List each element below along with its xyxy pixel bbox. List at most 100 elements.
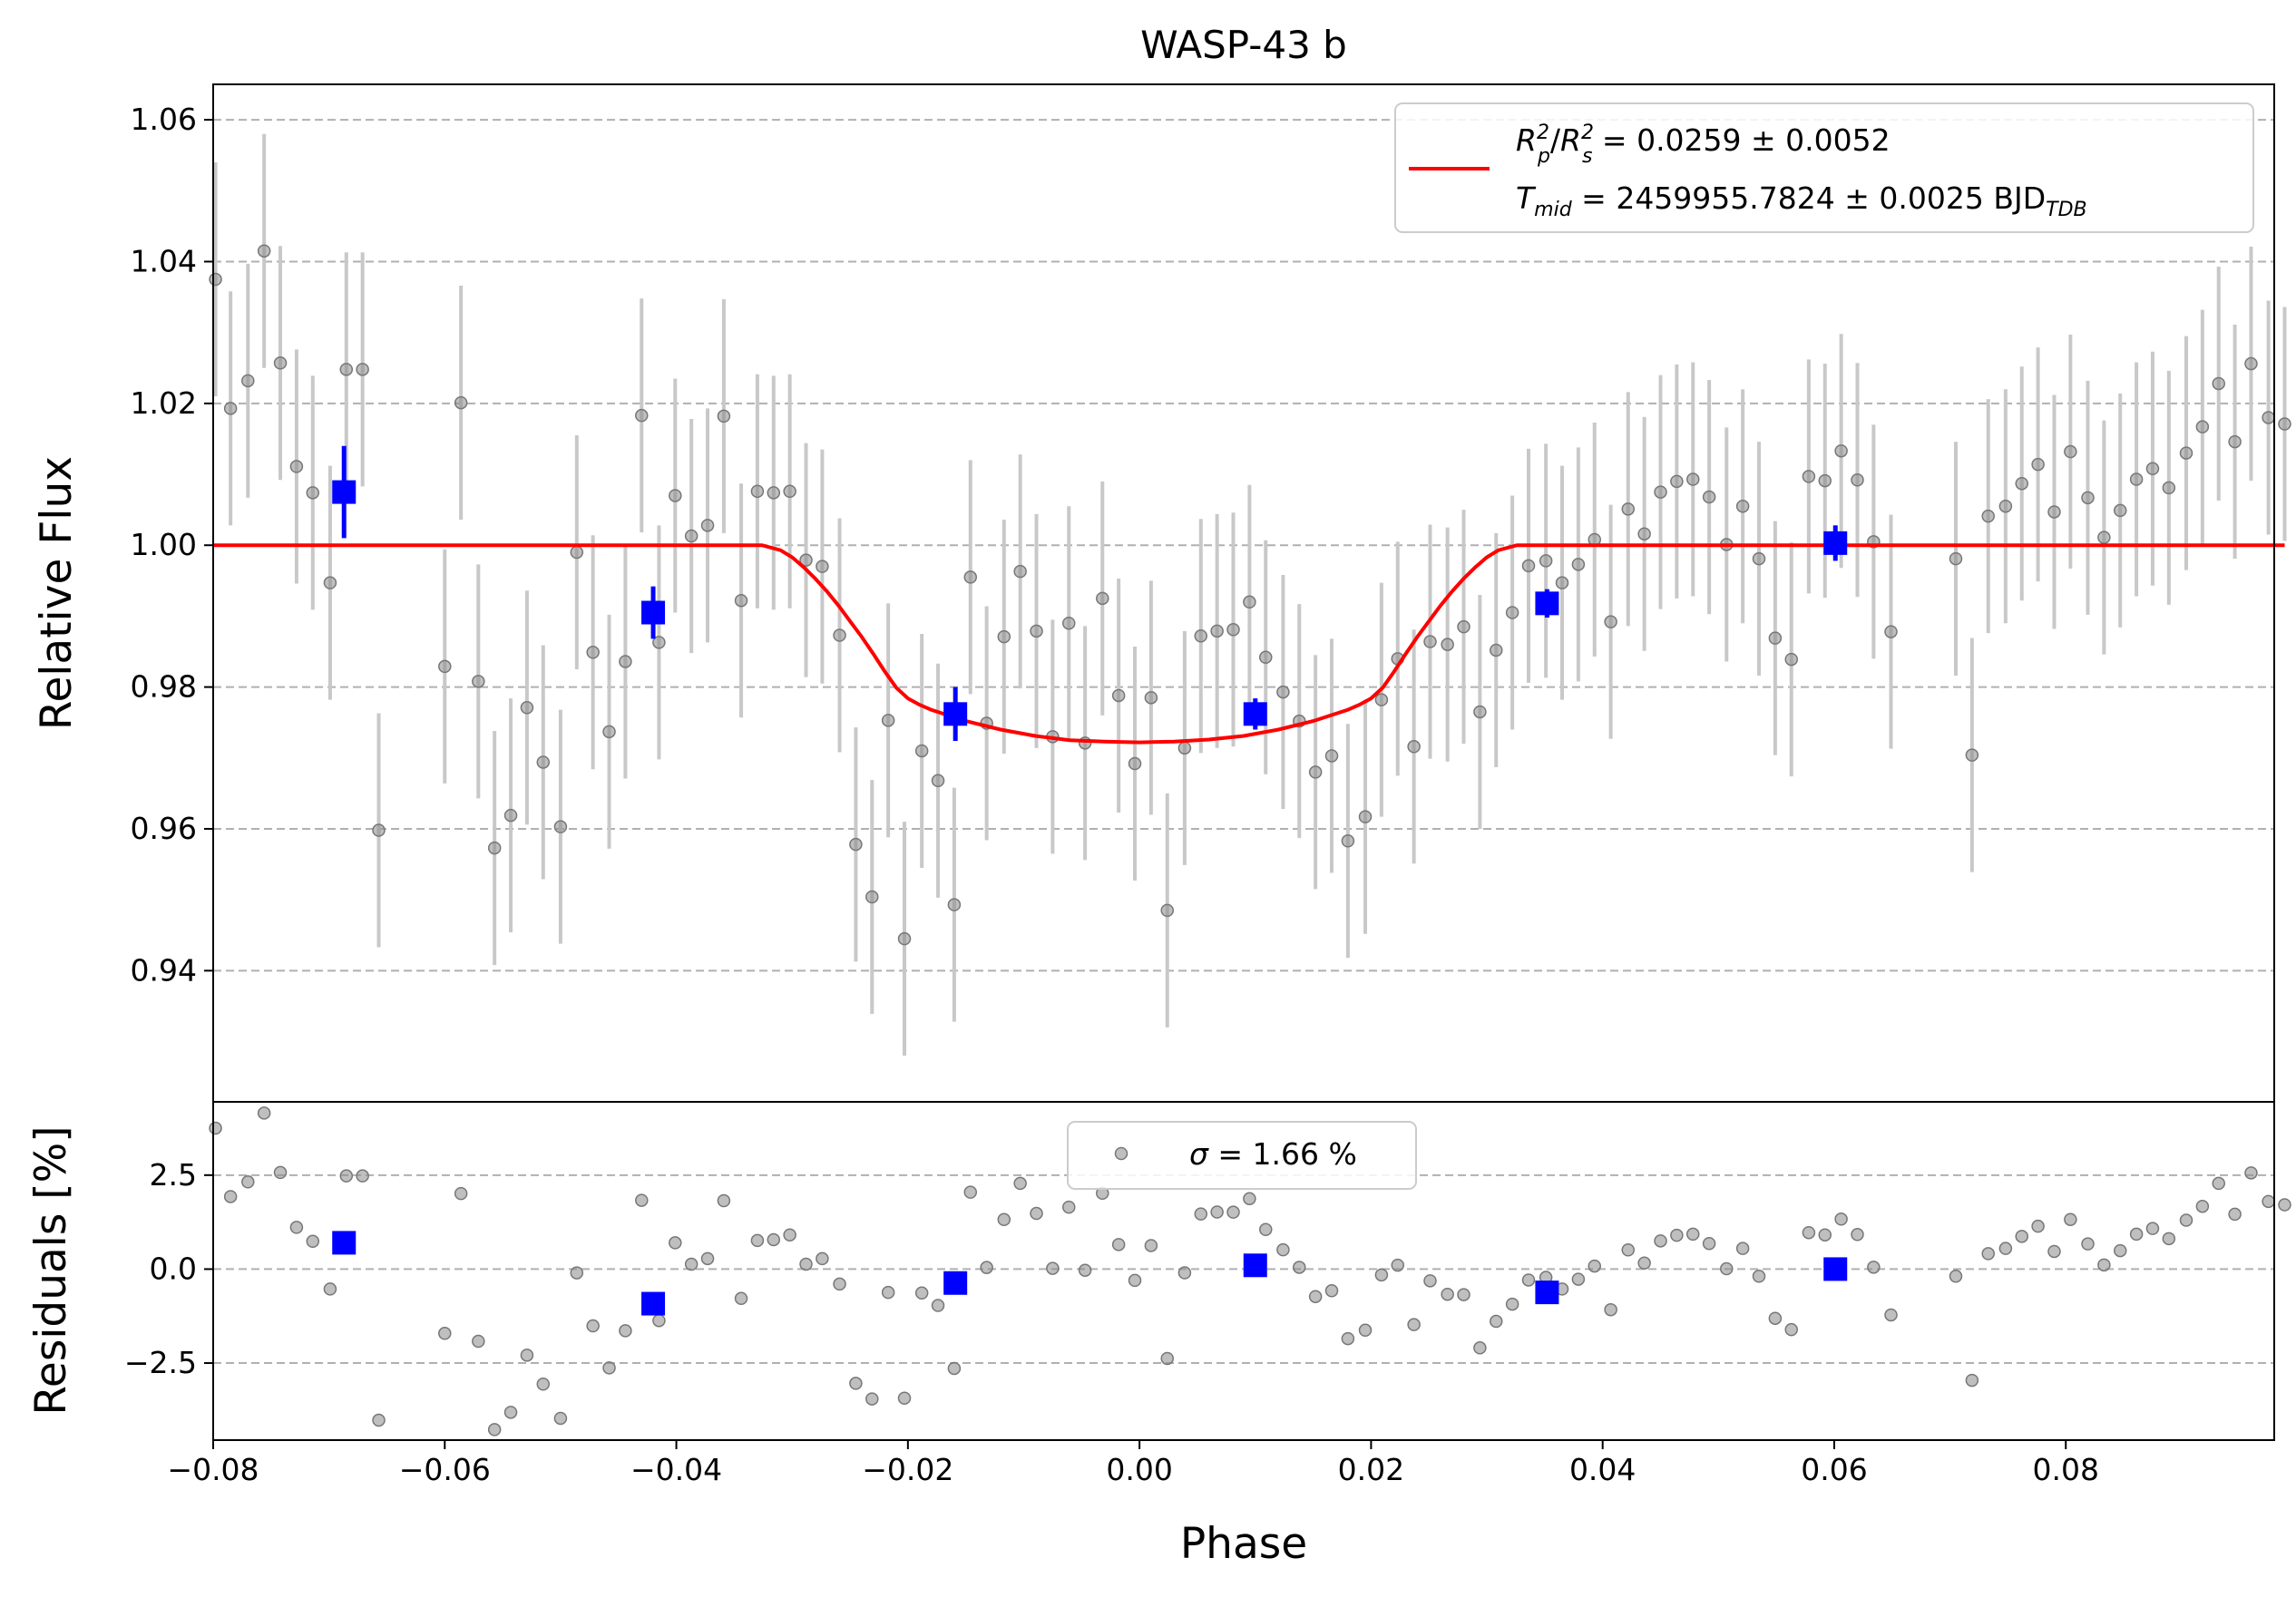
raw-point bbox=[1128, 756, 1142, 771]
residual-point bbox=[1784, 1322, 1798, 1337]
raw-point bbox=[289, 460, 304, 473]
residual-point bbox=[1621, 1243, 1636, 1257]
raw-point bbox=[1374, 693, 1389, 706]
transit-model-curve bbox=[213, 543, 2285, 745]
residual-point bbox=[849, 1377, 863, 1390]
residual-point bbox=[2278, 1198, 2291, 1212]
residual-point bbox=[1407, 1318, 1421, 1331]
binned-point bbox=[641, 600, 666, 625]
residual-point bbox=[2262, 1194, 2275, 1209]
residual-point bbox=[1210, 1205, 1224, 1219]
raw-point bbox=[2047, 505, 2061, 519]
raw-point bbox=[2064, 444, 2077, 459]
residual-point bbox=[2145, 1222, 2160, 1235]
raw-point bbox=[306, 486, 320, 500]
residual-point bbox=[783, 1228, 796, 1242]
residual-binned-point bbox=[332, 1231, 357, 1255]
xtick-labels: −0.08 −0.06 −0.04 −0.02 0.00 0.02 0.04 0.06 0.08 bbox=[167, 1452, 2099, 1487]
raw-point bbox=[1013, 564, 1027, 579]
residual-binned-point bbox=[641, 1291, 666, 1316]
raw-point bbox=[816, 560, 829, 573]
main-ytick-label: 0.96 bbox=[131, 811, 197, 846]
residual-data-points bbox=[209, 1106, 2291, 1436]
raw-point bbox=[241, 374, 255, 388]
residual-point bbox=[1293, 1261, 1306, 1274]
raw-point bbox=[1884, 625, 1898, 638]
residual-point bbox=[1637, 1256, 1651, 1271]
residual-point bbox=[2195, 1199, 2210, 1213]
raw-point bbox=[2145, 462, 2160, 476]
residual-ytick-label: −2.5 bbox=[124, 1345, 197, 1380]
residual-point bbox=[619, 1324, 632, 1338]
raw-point bbox=[881, 714, 895, 727]
residual-point bbox=[586, 1319, 600, 1333]
residual-point bbox=[1505, 1297, 1519, 1311]
raw-point bbox=[931, 774, 945, 788]
raw-point bbox=[2195, 420, 2210, 433]
main-ytick-labels: 0.94 0.96 0.98 1.00 1.02 1.04 1.06 bbox=[131, 102, 197, 988]
residual-point bbox=[2228, 1207, 2242, 1222]
residual-point bbox=[1571, 1272, 1586, 1286]
raw-point bbox=[257, 244, 271, 258]
residual-point bbox=[1490, 1314, 1503, 1329]
raw-point bbox=[1226, 623, 1240, 637]
residual-point bbox=[1013, 1176, 1027, 1191]
residual-point bbox=[1702, 1236, 1716, 1251]
raw-point bbox=[799, 553, 813, 567]
raw-point bbox=[209, 272, 222, 287]
raw-point bbox=[2031, 457, 2045, 472]
residual-ytick-marks bbox=[204, 1173, 213, 1365]
raw-point bbox=[1111, 688, 1126, 703]
residual-point bbox=[503, 1406, 518, 1419]
main-ytick-label: 1.04 bbox=[131, 243, 197, 278]
residual-point bbox=[997, 1212, 1011, 1227]
raw-point bbox=[1441, 638, 1454, 651]
raw-point bbox=[652, 636, 666, 649]
residual-point bbox=[1965, 1373, 1979, 1388]
residual-point bbox=[2162, 1232, 2176, 1246]
xtick-label: 0.00 bbox=[1106, 1452, 1172, 1487]
raw-point bbox=[865, 890, 879, 904]
raw-point bbox=[1505, 606, 1519, 619]
residual-point bbox=[1654, 1234, 1667, 1248]
residual-legend-box bbox=[1067, 1121, 1417, 1190]
residual-point bbox=[472, 1334, 485, 1349]
xtick-label: −0.08 bbox=[167, 1452, 259, 1487]
residual-point bbox=[1604, 1302, 1617, 1317]
residual-point bbox=[223, 1190, 238, 1203]
residual-point bbox=[438, 1327, 452, 1340]
residual-point bbox=[717, 1193, 731, 1208]
residual-point bbox=[1030, 1206, 1043, 1221]
residual-point bbox=[1276, 1242, 1290, 1257]
raw-point bbox=[602, 725, 616, 739]
raw-point bbox=[1096, 591, 1109, 606]
residual-binned-points bbox=[332, 1231, 1848, 1316]
raw-data-points bbox=[209, 244, 2291, 946]
residual-point bbox=[750, 1233, 765, 1248]
raw-point bbox=[1654, 485, 1667, 499]
residual-point bbox=[241, 1175, 255, 1189]
raw-point bbox=[2228, 434, 2242, 449]
raw-point bbox=[2097, 531, 2111, 544]
raw-point bbox=[1768, 631, 1783, 645]
residual-point bbox=[570, 1266, 584, 1280]
residual-point bbox=[1226, 1205, 1240, 1219]
residual-point bbox=[1588, 1259, 1602, 1273]
residual-point bbox=[635, 1193, 649, 1207]
raw-point bbox=[536, 755, 551, 769]
ylabel-relative-flux: Relative Flux bbox=[32, 456, 82, 730]
residual-point bbox=[963, 1185, 978, 1199]
residual-point bbox=[273, 1165, 288, 1180]
raw-point bbox=[1637, 527, 1651, 540]
raw-point bbox=[767, 486, 781, 500]
residual-point bbox=[1062, 1200, 1076, 1214]
raw-point bbox=[1473, 705, 1487, 719]
raw-point bbox=[520, 701, 534, 715]
residual-point bbox=[799, 1257, 813, 1271]
residual-point bbox=[1457, 1288, 1470, 1301]
residual-point bbox=[1473, 1341, 1487, 1355]
raw-point bbox=[833, 628, 846, 642]
raw-point bbox=[1062, 616, 1076, 630]
raw-point bbox=[1998, 499, 2013, 513]
residual-point bbox=[1341, 1331, 1355, 1346]
